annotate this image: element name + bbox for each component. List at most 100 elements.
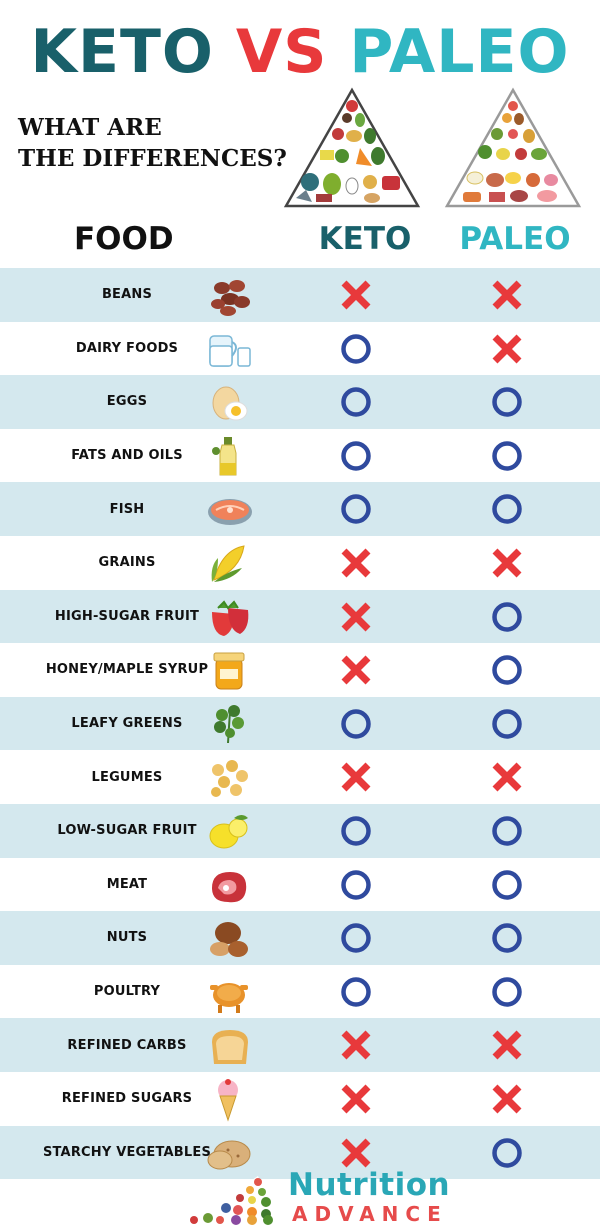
table-row: HONEY/MAPLE SYRUP (0, 643, 600, 697)
food-name: REFINED CARBS (67, 1037, 187, 1053)
table-row: MEAT (0, 858, 600, 912)
food-name: LEAFY GREENS (71, 716, 183, 732)
table-row: LEGUMES (0, 750, 600, 804)
table-row: LEAFY GREENS (0, 696, 600, 751)
keto-circle-icon (341, 441, 371, 471)
food-name: STARCHY VEGETABLES (42, 1144, 212, 1160)
food-name: REFINED SUGARS (61, 1091, 193, 1107)
food-name: MEAT (106, 876, 148, 892)
table-row: LOW-SUGAR FRUIT (0, 803, 600, 858)
title-paleo: PALEO (349, 17, 570, 87)
paleo-circle-icon (492, 494, 522, 525)
keto-cross-icon (341, 1084, 371, 1114)
potato-icon (207, 1140, 251, 1169)
subtitle: WHAT ARE THE DIFFERENCES? (18, 112, 288, 174)
food-name: GRAINS (98, 555, 156, 571)
keto-cross-icon (341, 1030, 371, 1060)
corn-icon (211, 545, 245, 582)
milk-icon (209, 334, 251, 367)
food-name: LEGUMES (91, 769, 163, 785)
table-row: FATS AND OILS (0, 429, 600, 483)
hazelnut-icon (210, 922, 248, 958)
honey-jar-icon (213, 652, 245, 690)
page-title: KETO VS PALEO (0, 14, 600, 90)
subtitle-line1: WHAT ARE (18, 114, 162, 141)
steak-icon (212, 871, 247, 902)
food-name: NUTS (106, 930, 148, 946)
paleo-circle-icon (492, 923, 522, 953)
paleo-cross-icon (492, 762, 522, 792)
title-keto: KETO (30, 17, 214, 87)
table-row: EGGS (0, 375, 600, 429)
chickpeas-icon (211, 760, 248, 798)
brand-sub: ADVANCE (292, 1202, 448, 1226)
subtitle-line2: THE DIFFERENCES? (18, 145, 287, 172)
paleo-circle-icon (492, 869, 522, 900)
lemon-icon (209, 814, 248, 849)
paleo-cross-icon (492, 280, 522, 310)
food-name: BEANS (101, 287, 153, 303)
keto-circle-icon (341, 333, 371, 364)
bread-icon (212, 1030, 248, 1065)
paleo-cross-icon (492, 1084, 522, 1114)
keto-circle-icon (341, 923, 371, 953)
food-name: HONEY/MAPLE SYRUP (45, 662, 209, 678)
column-header-food: FOOD (74, 221, 174, 257)
keto-cross-icon (341, 1138, 371, 1167)
paleo-circle-icon (492, 601, 522, 632)
comparison-table: BEANS DAIRY FOODS EGGS FATS AND OILS FISH GRA… (0, 268, 600, 1180)
beans-icon (211, 280, 250, 316)
keto-cross-icon (341, 548, 371, 578)
paleo-cross-icon (492, 548, 522, 578)
paleo-circle-icon (492, 976, 522, 1007)
paleo-circle-icon (492, 387, 522, 417)
keto-circle-icon (341, 709, 371, 739)
ice-cream-icon (218, 1078, 238, 1122)
keto-cross-icon (341, 762, 371, 792)
keto-food-pyramid-icon (283, 87, 421, 208)
keto-circle-icon (341, 494, 371, 525)
parsley-icon (214, 704, 244, 743)
food-name: HIGH-SUGAR FRUIT (54, 608, 200, 624)
paleo-cross-icon (492, 1030, 522, 1060)
keto-circle-icon (341, 869, 371, 900)
table-row: REFINED CARBS (0, 1018, 600, 1072)
table-row: GRAINS (0, 536, 600, 590)
table-row: FISH (0, 482, 600, 536)
paleo-food-pyramid-icon (444, 87, 582, 208)
paleo-circle-icon (492, 1137, 522, 1168)
keto-cross-icon (341, 602, 371, 632)
table-row: NUTS (0, 911, 600, 965)
fish-steak-icon (208, 499, 252, 526)
food-name: LOW-SUGAR FRUIT (57, 823, 197, 839)
table-row: DAIRY FOODS (0, 322, 600, 376)
table-row: REFINED SUGARS (0, 1072, 600, 1126)
food-name: FISH (109, 501, 145, 517)
paleo-circle-icon (492, 709, 522, 739)
paleo-circle-icon (492, 816, 522, 846)
food-name: DAIRY FOODS (75, 340, 179, 356)
food-name: EGGS (106, 394, 148, 410)
brand-logo-icon (186, 1176, 278, 1225)
table-row: BEANS (0, 268, 600, 322)
column-header-keto: KETO (318, 221, 412, 257)
oil-bottle-icon (212, 436, 237, 476)
table-row: POULTRY (0, 965, 600, 1019)
keto-circle-icon (341, 976, 371, 1007)
roast-chicken-icon (210, 982, 248, 1013)
food-name: FATS AND OILS (71, 448, 183, 464)
strawberry-icon (212, 599, 249, 636)
table-row: STARCHY VEGETABLES (0, 1125, 600, 1180)
paleo-cross-icon (492, 334, 522, 364)
column-header-paleo: PALEO (459, 221, 571, 257)
egg-icon (212, 386, 248, 421)
table-row: HIGH-SUGAR FRUIT (0, 589, 600, 644)
paleo-circle-icon (492, 441, 522, 471)
brand-name: Nutrition (288, 1167, 451, 1203)
title-vs: VS (235, 17, 328, 87)
food-name: POULTRY (93, 984, 161, 1000)
paleo-circle-icon (492, 655, 522, 685)
keto-cross-icon (341, 280, 371, 310)
keto-circle-icon (341, 387, 371, 417)
keto-cross-icon (341, 655, 371, 685)
